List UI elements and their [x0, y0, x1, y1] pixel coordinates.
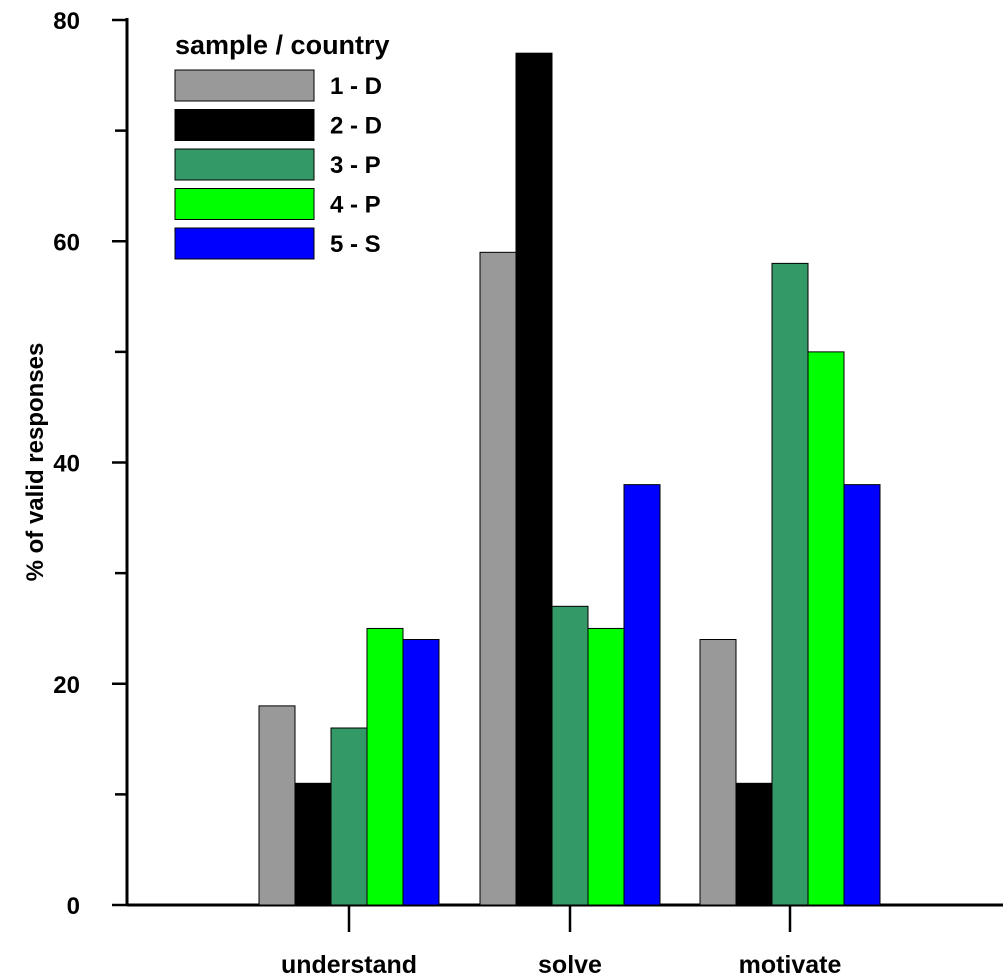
bar	[330, 727, 368, 906]
y-axis: 0 20 40 60 80	[53, 8, 129, 920]
x-tick-label: understand	[281, 951, 417, 977]
bar	[479, 251, 517, 906]
legend-title: sample / country	[175, 30, 390, 60]
legend: sample / country 1 - D 2 - D 3 - P 4 - P 5 -…	[174, 30, 390, 260]
x-tick-label: solve	[538, 951, 602, 977]
bar	[699, 639, 737, 906]
x-tick-label: motivate	[739, 951, 842, 977]
bar	[366, 627, 404, 906]
y-tick-label: 60	[53, 229, 80, 256]
bar	[771, 262, 809, 906]
bar	[843, 484, 881, 906]
y-tick-label: 40	[53, 451, 80, 478]
y-tick-label: 0	[67, 893, 80, 920]
x-axis: understand solve motivate	[127, 903, 1003, 977]
bars	[258, 52, 881, 906]
bar	[623, 484, 661, 906]
bar	[807, 351, 845, 906]
y-tick-label: 80	[53, 8, 80, 35]
legend-swatch	[174, 188, 315, 220]
bar	[294, 782, 332, 906]
legend-swatch	[174, 69, 315, 102]
bar	[258, 705, 296, 906]
legend-swatch	[174, 109, 315, 141]
legend-label: 2 - D	[330, 113, 382, 140]
y-tick-label: 20	[53, 672, 80, 699]
y-axis-title: % of valid responses	[22, 343, 49, 582]
bar	[551, 605, 589, 906]
bar	[587, 627, 625, 906]
legend-swatch	[174, 227, 315, 260]
bar	[515, 52, 553, 906]
legend-label: 4 - P	[330, 192, 381, 219]
legend-swatch	[174, 148, 315, 181]
legend-label: 3 - P	[330, 152, 381, 179]
bar	[735, 782, 773, 906]
legend-label: 1 - D	[330, 73, 382, 100]
bar	[402, 639, 440, 906]
legend-label: 5 - S	[330, 231, 381, 258]
